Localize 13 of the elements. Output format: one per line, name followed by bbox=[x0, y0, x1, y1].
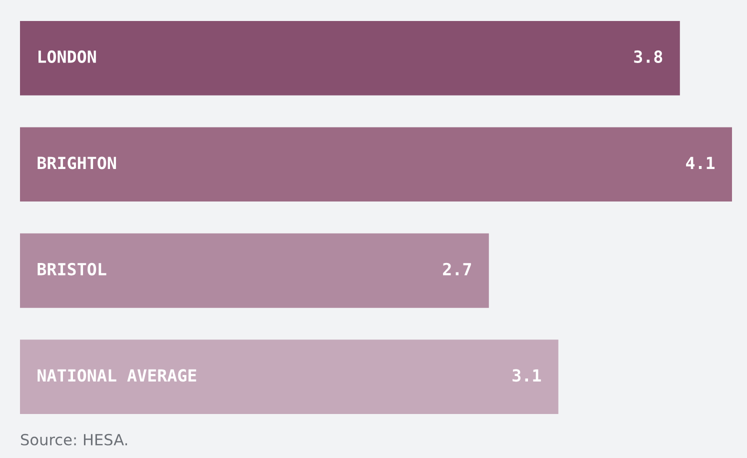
bar bbox=[20, 127, 732, 202]
source-note: Source: HESA. bbox=[21, 434, 127, 446]
y-tick-label: BRIGHTON bbox=[38, 156, 116, 170]
data-label: 2.7 bbox=[443, 262, 471, 276]
y-tick-label: NATIONAL AVERAGE bbox=[38, 369, 196, 382]
bar bbox=[20, 20, 680, 96]
bar bbox=[20, 340, 558, 414]
y-tick-label: LONDON bbox=[38, 50, 96, 63]
data-label: 3.8 bbox=[634, 50, 662, 63]
data-label: 3.1 bbox=[512, 369, 541, 382]
y-tick-label: BRISTOL bbox=[38, 262, 106, 276]
data-label: 4.1 bbox=[686, 156, 715, 169]
bar bbox=[20, 233, 489, 308]
